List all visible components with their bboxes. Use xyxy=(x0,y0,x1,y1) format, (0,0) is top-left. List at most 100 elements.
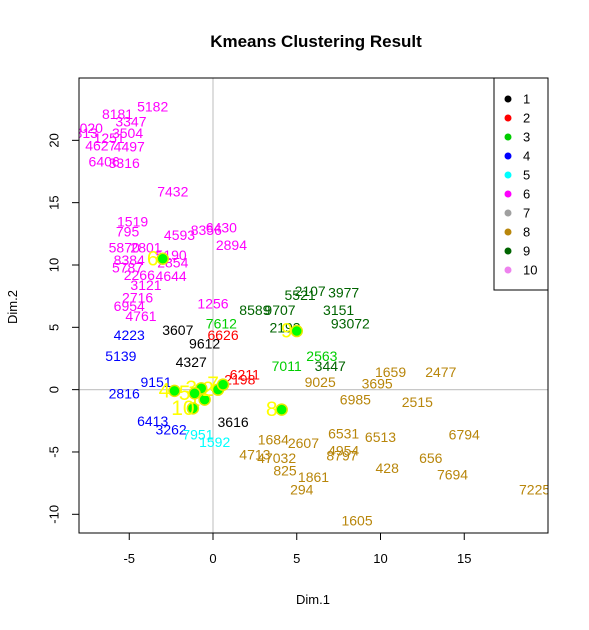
y-tick-label-5: 5 xyxy=(47,324,62,331)
point-label-55: 2563 xyxy=(306,348,337,364)
y-tick-label--5: -5 xyxy=(47,446,62,458)
cluster-center-label-9: 9 xyxy=(281,320,293,343)
legend-label-1: 1 xyxy=(523,92,530,107)
cluster-center-label-5: 5 xyxy=(179,382,191,405)
point-label-17: 2894 xyxy=(216,237,247,253)
point-label-73: 656 xyxy=(419,450,443,466)
point-label-10: 3316 xyxy=(109,155,140,171)
point-label-36: 3262 xyxy=(156,422,187,438)
point-label-35: 6413 xyxy=(137,413,168,429)
legend: 1 2 3 4 5 6 7 8 9 10 xyxy=(493,77,549,291)
point-label-37: 7951 xyxy=(182,427,213,443)
y-tick-label-10: 10 xyxy=(47,258,62,272)
x-tick-label-15: 15 xyxy=(457,551,471,566)
cluster-center-4 xyxy=(168,384,181,398)
x-tick-label--5: -5 xyxy=(123,551,135,566)
point-label-75: 7694 xyxy=(437,466,468,482)
point-label-3: 7020 xyxy=(72,120,103,136)
cluster-center-label-4: 4 xyxy=(159,379,171,402)
cluster-center-label-10: 10 xyxy=(171,397,194,420)
point-label-57: 7011 xyxy=(272,358,302,374)
point-label-28: 6954 xyxy=(114,298,145,314)
point-label-33: 2816 xyxy=(109,385,140,401)
point-label-25: 4644 xyxy=(156,268,187,284)
point-label-76: 825 xyxy=(273,463,297,479)
point-label-61: 9025 xyxy=(305,374,336,390)
cluster-center-6 xyxy=(156,252,169,266)
point-label-64: 6531 xyxy=(328,425,359,441)
point-label-23: 5787 xyxy=(112,259,143,275)
cluster-center-10 xyxy=(186,402,200,415)
point-label-80: 1605 xyxy=(341,513,372,529)
point-label-7: 4627 xyxy=(85,137,116,153)
legend-swatch-4 xyxy=(504,152,512,160)
point-label-59: 2477 xyxy=(425,364,456,380)
point-label-62: 2515 xyxy=(402,394,433,410)
point-label-38: 1592 xyxy=(199,434,230,450)
cluster-center-7 xyxy=(216,378,230,391)
point-label-31: 4223 xyxy=(114,327,145,343)
legend-label-2: 2 xyxy=(523,111,530,126)
point-label-9: 6406 xyxy=(89,154,120,170)
point-label-6: 1251 xyxy=(94,130,125,146)
point-label-29: 1256 xyxy=(197,296,228,312)
point-label-63: 6985 xyxy=(340,392,371,408)
cluster-center-1 xyxy=(198,393,211,406)
point-label-40: 9612 xyxy=(189,336,220,352)
point-label-21: 8384 xyxy=(114,252,145,268)
point-label-32: 5139 xyxy=(105,348,136,364)
point-label-67: 1684 xyxy=(258,432,289,448)
legend-swatch-1 xyxy=(504,95,512,103)
legend-swatch-9 xyxy=(504,247,512,255)
point-label-45: 7612 xyxy=(206,316,237,332)
point-label-44: 2198 xyxy=(224,372,255,388)
legend-label-9: 9 xyxy=(523,244,530,259)
legend-swatch-6 xyxy=(504,190,512,198)
point-label-72: 47032 xyxy=(257,450,296,466)
point-label-77: 1861 xyxy=(298,469,329,485)
point-label-12: 1519 xyxy=(117,213,148,229)
point-label-8: 4497 xyxy=(114,139,145,155)
y-tick-label--10: -10 xyxy=(47,505,62,524)
legend-label-6: 6 xyxy=(523,187,530,202)
point-label-1: 8181 xyxy=(102,106,133,122)
cluster-center-label-6: 6 xyxy=(147,247,159,270)
point-label-0: 5182 xyxy=(137,99,168,115)
point-label-26: 3121 xyxy=(130,277,161,293)
legend-swatch-8 xyxy=(504,228,512,236)
point-label-58: 1659 xyxy=(375,364,406,380)
point-label-34: 9151 xyxy=(140,374,171,390)
cluster-center-5 xyxy=(188,387,201,400)
point-label-69: 4954 xyxy=(328,443,359,459)
cluster-center-label-2: 2 xyxy=(202,378,214,401)
cluster-center-label-7: 7 xyxy=(207,373,219,396)
point-label-2: 3347 xyxy=(115,114,146,130)
point-label-79: 7225 xyxy=(519,481,550,497)
point-label-78: 294 xyxy=(290,481,314,497)
point-label-19: 2801 xyxy=(130,240,161,256)
point-label-18: 5870 xyxy=(109,240,140,256)
point-label-70: 8797 xyxy=(326,448,357,464)
point-label-5: 8813 xyxy=(67,125,98,141)
legend-swatch-7 xyxy=(504,209,512,217)
point-label-65: 6513 xyxy=(365,429,396,445)
point-label-49: 3977 xyxy=(328,284,359,300)
point-label-42: 6626 xyxy=(207,327,238,343)
x-axis-label: Dim.1 xyxy=(296,592,330,607)
point-label-24: 2266 xyxy=(124,267,155,283)
point-label-15: 8356 xyxy=(191,222,222,238)
point-label-47: 5521 xyxy=(285,287,316,303)
point-label-51: 9707 xyxy=(264,302,295,318)
chart-title: Kmeans Clustering Result xyxy=(210,32,422,51)
point-label-4: 3504 xyxy=(112,125,143,141)
point-label-16: 6430 xyxy=(206,220,237,236)
point-label-50: 8589 xyxy=(239,302,270,318)
legend-label-10: 10 xyxy=(523,263,537,278)
legend-label-3: 3 xyxy=(523,130,530,145)
point-label-56: 3447 xyxy=(315,358,346,374)
